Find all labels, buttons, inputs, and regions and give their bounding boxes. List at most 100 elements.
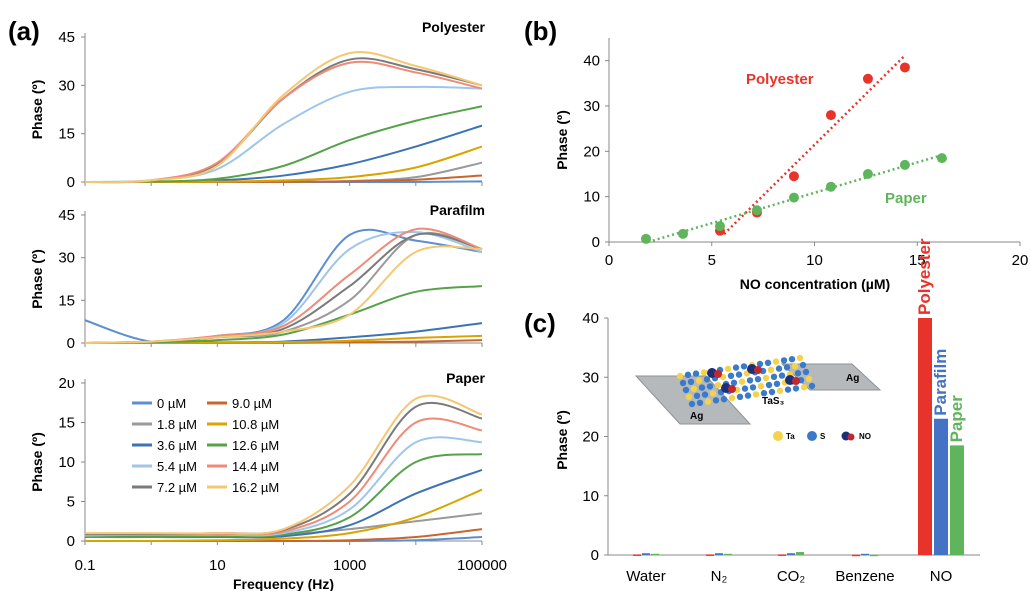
- legend-label: 1.8 µM: [157, 417, 197, 432]
- subplot-title: Polyester: [422, 19, 486, 35]
- atom: [773, 380, 781, 387]
- bar-parafilm: [861, 553, 869, 556]
- atom: [714, 382, 722, 389]
- legend-label: 5.4 µM: [157, 459, 197, 474]
- y-tick-label: 30: [58, 77, 75, 94]
- data-point-paper: [751, 205, 762, 216]
- inset-legend-label: Ta: [786, 432, 795, 441]
- atom: [808, 382, 816, 390]
- subplot-title: Parafilm: [430, 202, 485, 218]
- y-tick-label: 15: [58, 415, 75, 432]
- atom: [690, 385, 698, 392]
- atom: [783, 364, 791, 371]
- atom: [706, 383, 714, 390]
- legend-label: 14.4 µM: [232, 459, 279, 474]
- bar-parafilm: [934, 418, 948, 555]
- series-label-polyester: Polyester: [746, 71, 814, 88]
- atom: [741, 385, 749, 392]
- x-tick-label: 1000: [333, 557, 366, 574]
- x-tick-label: 10: [806, 252, 823, 269]
- y-tick-label: 0: [67, 174, 75, 191]
- atom: [704, 398, 712, 405]
- atom: [703, 376, 711, 383]
- legend-swatch-no: [847, 433, 855, 441]
- atom: [724, 365, 732, 372]
- no-molecule: [792, 377, 800, 385]
- bar-label-polyester: Polyester: [915, 238, 934, 315]
- bar-paper: [651, 553, 659, 556]
- x-tick-label: 5: [708, 252, 716, 269]
- inset-label: Ag: [846, 373, 859, 384]
- data-point-paper: [788, 192, 799, 203]
- atom: [760, 390, 768, 397]
- x-tick-label: Benzene: [835, 568, 894, 585]
- atom: [765, 381, 773, 389]
- atom: [764, 359, 772, 366]
- atom: [732, 364, 740, 371]
- inset-label: TaS₃: [762, 396, 785, 407]
- atom: [768, 388, 776, 396]
- atom: [762, 374, 770, 382]
- data-point-polyester: [862, 73, 873, 84]
- inset-legend-label: NO: [859, 432, 871, 441]
- atom: [700, 369, 708, 376]
- atom: [772, 358, 780, 365]
- bar-parafilm: [642, 553, 650, 555]
- bar-paper: [796, 552, 804, 555]
- atom: [775, 365, 783, 372]
- series-line-16.2M: [85, 394, 483, 535]
- atom: [712, 397, 720, 404]
- x-axis-title: NO concentration (µM): [740, 276, 890, 292]
- bar-polyester: [633, 554, 641, 556]
- atom: [695, 377, 703, 384]
- x-tick-label: 10: [209, 557, 226, 574]
- y-tick-label: 15: [58, 126, 75, 143]
- bar-parafilm: [715, 553, 723, 555]
- trendline-polyester: [723, 54, 906, 235]
- series-line-10.8M: [84, 488, 483, 543]
- atom: [746, 377, 754, 384]
- atom: [784, 386, 792, 393]
- atom: [720, 396, 728, 403]
- series-line-16.2M: [84, 51, 483, 184]
- x-tick-label: NO: [930, 568, 953, 585]
- atom: [687, 378, 695, 385]
- legend-label: 16.2 µM: [232, 480, 279, 495]
- trendline-paper: [647, 153, 943, 244]
- inset-legend-label: S: [820, 432, 826, 441]
- atom: [679, 379, 687, 387]
- atom: [738, 378, 746, 385]
- atom: [698, 384, 706, 391]
- atom: [692, 370, 700, 377]
- atom: [688, 400, 696, 408]
- bar-polyester: [778, 554, 786, 556]
- atom: [800, 384, 808, 391]
- atom: [752, 391, 760, 398]
- atom: [736, 393, 744, 400]
- atom: [767, 366, 775, 373]
- bar-paper: [950, 445, 964, 555]
- atom: [792, 385, 800, 392]
- x-tick-label: 15: [909, 252, 926, 269]
- atom: [685, 393, 693, 401]
- atom: [805, 375, 813, 383]
- atom: [730, 379, 738, 386]
- bar-polyester: [706, 554, 714, 556]
- legend-label: 12.6 µM: [232, 438, 279, 453]
- atom: [744, 392, 752, 399]
- series-line-3.6M: [84, 124, 483, 183]
- legend-label: 0 µM: [157, 396, 186, 411]
- y-tick-label: 30: [583, 98, 600, 115]
- y-tick-label: 0: [592, 234, 600, 251]
- no-molecule: [714, 370, 722, 378]
- y-tick-label: 40: [583, 53, 600, 70]
- atom: [709, 390, 717, 397]
- atom: [727, 372, 735, 379]
- data-point-paper: [714, 221, 725, 232]
- x-tick-label: 100000: [457, 557, 507, 574]
- atom: [757, 383, 765, 390]
- atom: [778, 372, 786, 379]
- y-tick-label: 30: [582, 369, 599, 386]
- bar-paper: [870, 554, 878, 557]
